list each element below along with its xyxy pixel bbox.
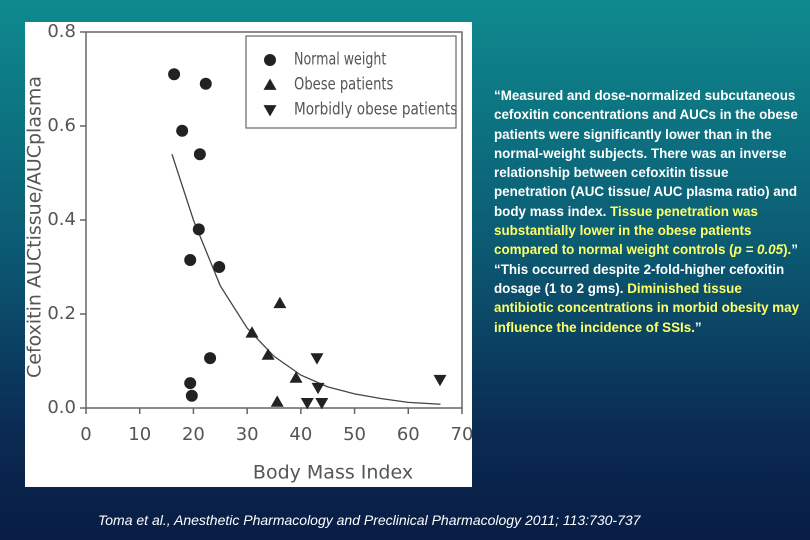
- data-point: [193, 148, 206, 161]
- data-point: [184, 377, 197, 390]
- legend-label: Obese patients: [294, 75, 393, 94]
- citation: Toma et al., Anesthetic Pharmacology and…: [98, 512, 641, 528]
- x-tick-label: 70: [451, 424, 472, 445]
- y-tick-label: 0.6: [47, 115, 76, 136]
- data-point: [261, 348, 275, 360]
- legend-label: Morbidly obese patients: [294, 100, 457, 119]
- quote-paragraph: “This occurred despite 2-fold-higher cef…: [494, 260, 800, 337]
- x-tick-label: 40: [289, 424, 312, 445]
- quote: “Measured and dose-normalized subcutaneo…: [494, 86, 800, 337]
- quote-text: p = 0.05: [733, 242, 784, 258]
- data-point: [433, 374, 447, 387]
- trend-line: [171, 153, 441, 405]
- x-axis-label: Body Mass Index: [253, 462, 413, 484]
- quote-text: “This occurred despite 2-fold-higher cef…: [494, 261, 785, 296]
- data-point: [185, 389, 198, 402]
- quote-paragraph: “Measured and dose-normalized subcutaneo…: [494, 86, 800, 260]
- x-tick-label: 10: [128, 424, 151, 445]
- data-point: [245, 326, 259, 338]
- x-tick-label: 30: [236, 424, 259, 445]
- data-point: [315, 397, 329, 410]
- data-point: [168, 68, 181, 81]
- data-point: [273, 296, 287, 309]
- data-point: [311, 382, 325, 395]
- x-tick-label: 0: [80, 424, 91, 445]
- quote-text: ”: [791, 242, 798, 258]
- data-point: [300, 397, 314, 410]
- legend-label: Normal weight: [294, 50, 387, 69]
- y-axis-label: Cefoxitin AUCtissue/AUCplasma: [25, 76, 46, 378]
- x-tick-label: 50: [343, 424, 366, 445]
- data-point: [176, 124, 189, 137]
- data-point: [199, 77, 212, 90]
- data-point: [192, 223, 205, 236]
- chart: Body Mass Index Cefoxitin AUCtissue/AUCp…: [25, 22, 472, 487]
- legend-marker: [263, 78, 277, 90]
- y-tick-label: 0.0: [47, 397, 76, 418]
- data-point: [213, 261, 226, 273]
- legend-marker: [263, 105, 277, 117]
- data-point: [270, 395, 284, 407]
- quote-text: ).: [783, 242, 792, 258]
- x-tick-label: 20: [182, 424, 205, 445]
- quote-text: Diminished tissue antibiotic concentrati…: [494, 280, 800, 335]
- data-point: [289, 371, 303, 383]
- y-tick-label: 0.4: [47, 209, 76, 230]
- data-point: [310, 353, 324, 365]
- quote-text: “Measured and dose-normalized subcutaneo…: [494, 88, 798, 219]
- legend-box: [245, 35, 457, 129]
- quote-text: Tissue penetration was substantially low…: [494, 203, 758, 258]
- legend-marker: [264, 54, 276, 66]
- y-tick-label: 0.2: [47, 303, 76, 324]
- data-point: [204, 352, 217, 365]
- x-tick-label: 60: [397, 424, 420, 445]
- quote-text: ”: [694, 319, 702, 335]
- data-point: [184, 253, 197, 266]
- y-tick-label: 0.8: [47, 22, 76, 42]
